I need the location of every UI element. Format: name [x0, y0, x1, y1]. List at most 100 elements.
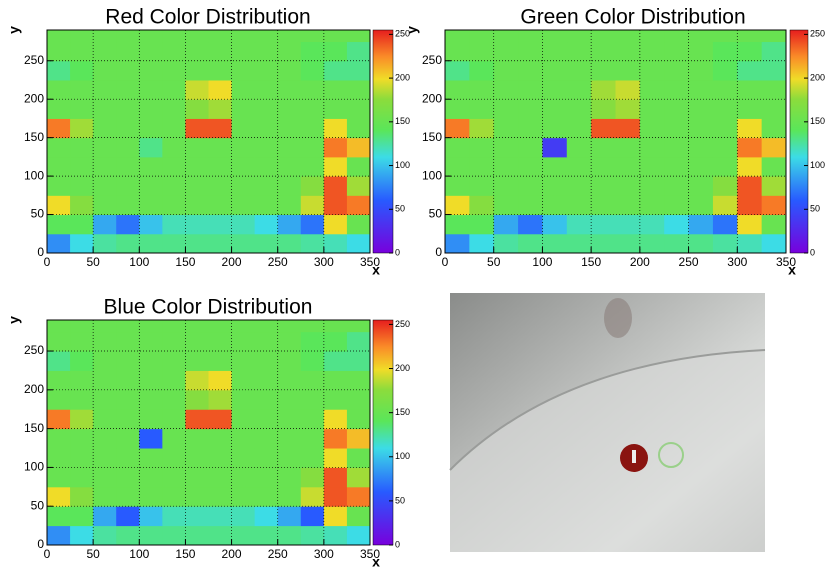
heatmap-cell: [162, 61, 186, 81]
y-tick-label: 100: [24, 168, 44, 182]
heatmap-cell: [567, 61, 592, 81]
heatmap-cell: [469, 234, 494, 254]
heatmap-cell: [469, 118, 494, 138]
heatmap-cell: [70, 506, 94, 526]
colorbar-tick-label: 50: [810, 204, 820, 214]
heatmap-cell: [209, 30, 233, 42]
heatmap-cell: [278, 351, 302, 371]
heatmap-cell: [689, 80, 714, 100]
heatmap-cell: [255, 487, 279, 507]
heatmap-cell: [47, 332, 71, 352]
heatmap-cell: [93, 370, 117, 390]
heatmap-cell: [301, 99, 325, 119]
heatmap-cell: [278, 448, 302, 468]
heatmap-cell: [139, 176, 163, 196]
heatmap-cell: [139, 138, 163, 158]
heatmap-cell: [445, 118, 470, 138]
heatmap-cell: [689, 99, 714, 119]
heatmap-cell: [185, 506, 209, 526]
heatmap-cell: [542, 42, 567, 62]
heatmap-cell: [278, 409, 302, 429]
heatmap-cell: [162, 118, 186, 138]
heatmap-cell: [255, 234, 279, 254]
heatmap-cell: [70, 487, 94, 507]
y-axis-label: y: [6, 26, 22, 34]
heatmap-cell: [116, 99, 140, 119]
heatmap-cell: [469, 215, 494, 235]
heatmap-cell: [445, 61, 470, 81]
heatmap-cell: [93, 351, 117, 371]
heatmap-cell: [47, 42, 71, 62]
heatmap-cell: [47, 390, 71, 410]
heatmap-cell: [70, 157, 94, 177]
heatmap-cell: [232, 429, 256, 449]
heatmap-cell: [185, 157, 209, 177]
x-tick-label: 0: [44, 547, 51, 561]
heatmap-cell: [518, 61, 543, 81]
heatmap-cell: [616, 195, 641, 215]
heatmap-cell: [232, 42, 256, 62]
colorbar-tick-label: 150: [810, 116, 825, 126]
heatmap-cell: [93, 99, 117, 119]
heatmap-cell: [93, 429, 117, 449]
heatmap-cell: [93, 448, 117, 468]
heatmap-cell: [347, 351, 371, 371]
heatmap-cell: [591, 234, 616, 254]
heatmap-cell: [347, 467, 371, 487]
heatmap-cell: [591, 157, 616, 177]
x-tick-label: 250: [268, 255, 288, 269]
heatmap-cell: [713, 138, 738, 158]
heatmap-cell: [664, 42, 689, 62]
colorbar-tick-label: 0: [395, 247, 400, 257]
heatmap-cell: [689, 42, 714, 62]
heatmap-cell: [567, 195, 592, 215]
x-tick-label: 150: [581, 255, 601, 269]
heatmap-cell: [713, 99, 738, 119]
heatmap-cell: [185, 80, 209, 100]
x-tick-label: 150: [175, 255, 195, 269]
heatmap-cell: [301, 195, 325, 215]
heatmap-cell: [232, 390, 256, 410]
heatmap-cell: [278, 99, 302, 119]
heatmap-cell: [737, 30, 762, 42]
heatmap-cell: [139, 409, 163, 429]
heatmap-cell: [301, 526, 325, 546]
heatmap-cell: [209, 234, 233, 254]
colorbar-tick-label: 250: [395, 319, 410, 329]
colorbar-tick-label: 200: [395, 363, 410, 373]
heatmap-cell: [139, 118, 163, 138]
heatmap-cell: [255, 429, 279, 449]
heatmap-cell: [591, 215, 616, 235]
heatmap-cell: [209, 390, 233, 410]
heatmap-cell: [70, 215, 94, 235]
heatmap-cell: [616, 234, 641, 254]
heatmap-cell: [139, 506, 163, 526]
heatmap-cell: [209, 332, 233, 352]
heatmap-cell: [737, 234, 762, 254]
heatmap-cell: [116, 429, 140, 449]
heatmap-cell: [209, 429, 233, 449]
heatmap-cell: [737, 80, 762, 100]
heatmap-cell: [278, 215, 302, 235]
heatmap-cell: [70, 176, 94, 196]
heatmap-cell: [93, 526, 117, 546]
heatmap-cell: [162, 176, 186, 196]
x-tick-label: 200: [222, 255, 242, 269]
x-tick-label: 200: [630, 255, 650, 269]
chart-title: Blue Color Distribution: [104, 296, 313, 319]
heatmap-cell: [664, 215, 689, 235]
y-tick-label: 0: [37, 245, 44, 259]
colorbar-tick-label: 200: [810, 72, 825, 82]
heatmap-cell: [301, 118, 325, 138]
y-tick-label: 100: [24, 460, 44, 474]
heatmap-cell: [209, 370, 233, 390]
heatmap-cell: [542, 30, 567, 42]
heatmap-cell: [664, 157, 689, 177]
heatmap-cell: [301, 157, 325, 177]
heatmap-cell: [255, 176, 279, 196]
heatmap-cell: [542, 118, 567, 138]
heatmap-cell: [640, 80, 665, 100]
heatmap-cell: [209, 99, 233, 119]
heatmap-cell: [640, 61, 665, 81]
heatmap-cell: [116, 332, 140, 352]
